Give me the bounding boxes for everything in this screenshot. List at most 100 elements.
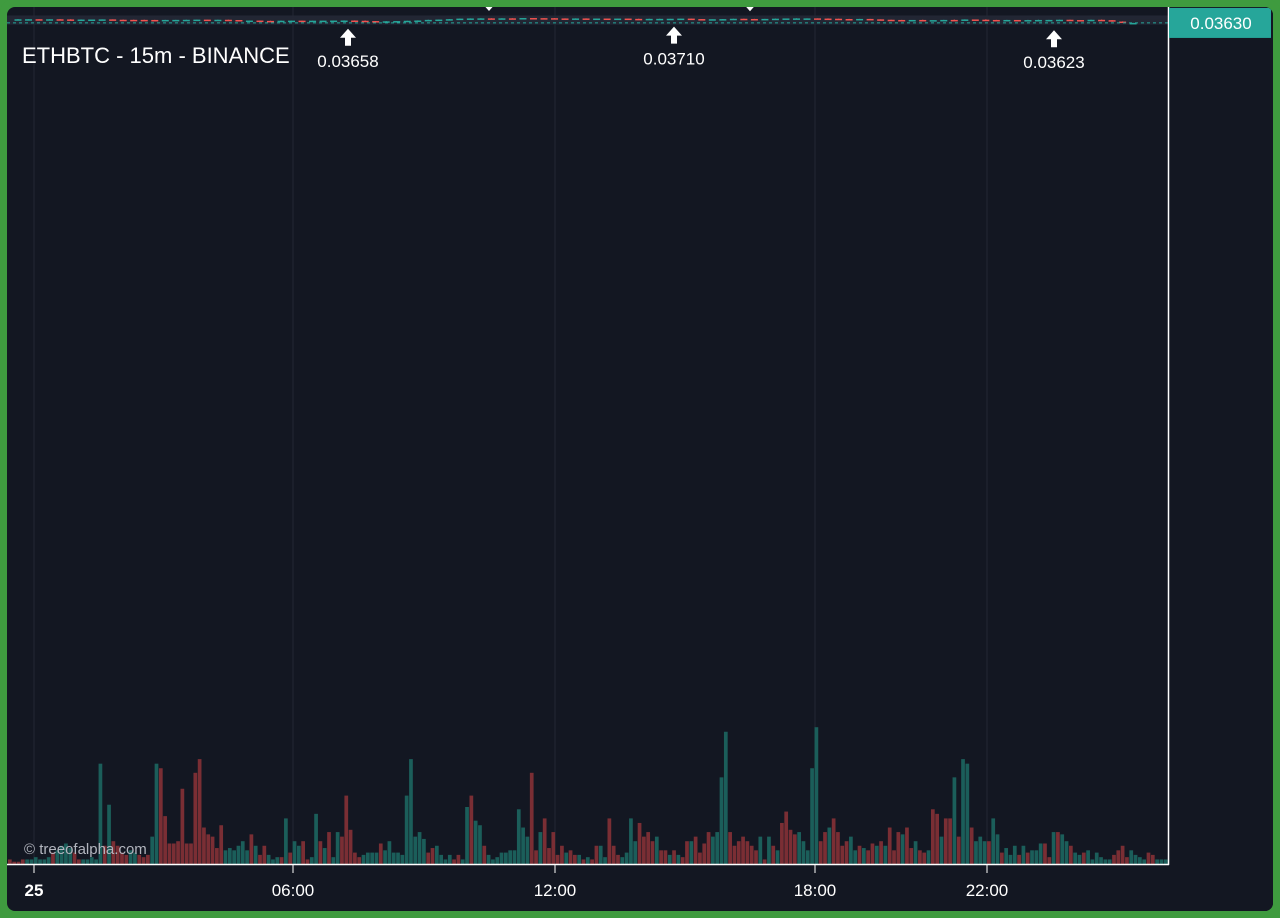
volume-bar [353, 852, 357, 864]
candle-body [572, 18, 580, 20]
volume-bar [706, 832, 711, 864]
volume-bar [689, 841, 694, 864]
volume-bar [491, 859, 495, 864]
annotation-label: 0.03658 [317, 52, 378, 71]
volume-bar [723, 731, 728, 864]
volume-bar [176, 841, 180, 864]
candle-body [35, 19, 43, 21]
volume-bar [693, 836, 698, 864]
volume-bar [98, 763, 103, 864]
volume-bar [879, 841, 883, 864]
volume-bar [913, 841, 918, 864]
candle-body [266, 20, 274, 23]
candle-body [845, 19, 853, 21]
candle-body [835, 18, 843, 21]
volume-bar [508, 850, 513, 864]
volume-bar [439, 854, 444, 864]
candle-body [445, 19, 453, 21]
chart-title: ETHBTC - 15m - BINANCE [22, 43, 290, 68]
candle-body [498, 18, 506, 20]
volume-bar [715, 832, 720, 864]
volume-bar [667, 854, 672, 864]
volume-bar [348, 829, 353, 864]
volume-bar [516, 809, 521, 864]
candle-body [593, 18, 601, 21]
volume-bar [443, 859, 448, 864]
candle-body [277, 20, 285, 23]
volume-bar [59, 845, 64, 864]
candle-body [1003, 19, 1011, 22]
volume-bar [33, 857, 38, 864]
volume-bar [974, 841, 978, 864]
volume-bar [585, 857, 590, 864]
volume-bar [447, 854, 452, 864]
volume-bar [378, 843, 383, 864]
volume-bar [952, 777, 957, 864]
volume-bar [646, 832, 651, 864]
volume-bar [1012, 845, 1017, 864]
watermark: © treeofalpha.com [24, 841, 147, 858]
candle-body [687, 18, 695, 21]
current-price-text: 0.03630 [1190, 14, 1251, 33]
volume-bar [150, 836, 155, 864]
candle-body [992, 19, 1000, 22]
volume-bar [767, 836, 771, 864]
volume-bar [318, 841, 323, 864]
candle-body [130, 19, 138, 22]
volume-bar [887, 827, 892, 864]
candle-body [582, 18, 590, 20]
candle-body [414, 20, 422, 22]
volume-bar [1017, 854, 1021, 864]
volume-bar [210, 836, 215, 864]
volume-bar [736, 841, 741, 864]
volume-bar [633, 841, 638, 864]
volume-bar [611, 845, 616, 864]
volume-bar [1099, 857, 1103, 864]
x-axis-ticks: 25 06:00 12:00 18:00 22:00 [25, 865, 1008, 900]
volume-bar [193, 772, 198, 864]
x-tick-label: 18:00 [794, 881, 837, 900]
candle-body [782, 18, 790, 20]
candle-body [961, 19, 969, 21]
candle-body [1045, 19, 1053, 22]
volume-bar [400, 854, 405, 864]
volume-bar [1116, 850, 1121, 864]
volume-bar [1068, 845, 1073, 864]
volume-bar [1103, 859, 1108, 864]
current-price-badge [1169, 7, 1271, 38]
volume-bar [685, 841, 689, 864]
volume-bar [1133, 854, 1138, 864]
candle-body [729, 18, 737, 21]
volume-bar [573, 854, 577, 864]
candlesticks [14, 17, 1137, 25]
candle-body [971, 19, 979, 21]
volume-bar [51, 852, 55, 864]
volume-bar [1038, 843, 1043, 864]
candle-body [1055, 19, 1063, 22]
volume-bar [922, 852, 927, 864]
volume-bar [361, 854, 366, 864]
volume-bar [939, 836, 944, 864]
volume-bar [434, 845, 439, 864]
volume-bar [452, 859, 456, 864]
volume-bar [215, 848, 219, 864]
volume-bar [387, 841, 392, 864]
volume-bar [620, 857, 625, 864]
volume-bar [189, 843, 193, 864]
volume-bar [560, 845, 564, 864]
arrow-up-icon [1046, 30, 1062, 48]
candle-body [256, 20, 264, 23]
volume-bar [844, 841, 849, 864]
candle-body [172, 19, 180, 22]
volume-bar [525, 836, 530, 864]
volume-bar [818, 841, 823, 864]
volume-bar [512, 850, 517, 864]
volume-bar [154, 763, 159, 864]
volume-bar [469, 795, 474, 864]
volume-bar [1056, 832, 1060, 864]
candle-body [1024, 20, 1032, 22]
volume-bar [1125, 857, 1129, 864]
